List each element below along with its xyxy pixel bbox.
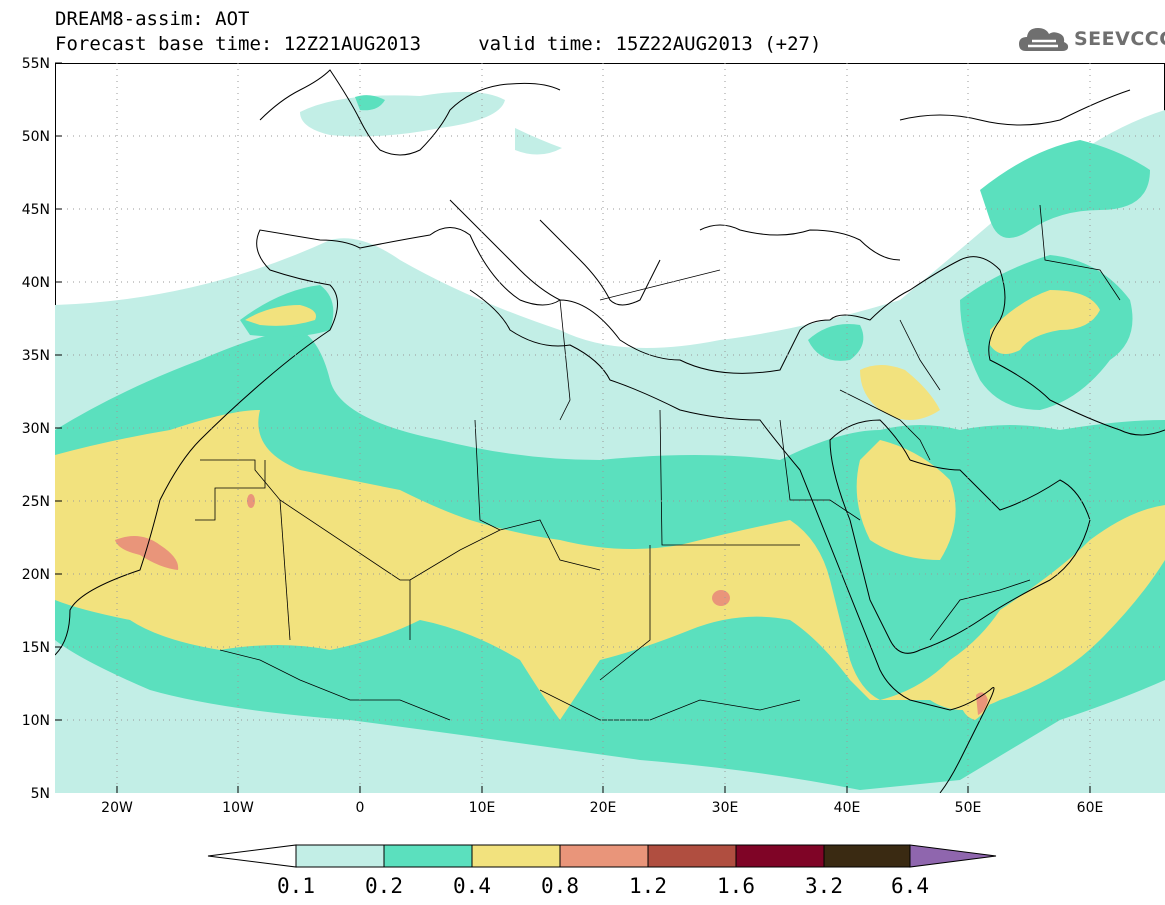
- colorbar-label: 0.4: [453, 874, 491, 898]
- lon-labels: 20W 10W 0 10E 20E 30E 40E 50E 60E: [101, 800, 1103, 816]
- lat-label: 25N: [22, 494, 50, 510]
- colorbar-label: 0.2: [365, 874, 403, 898]
- colorbar-label: 6.4: [891, 874, 929, 898]
- colorbar-swatch: [823, 844, 911, 868]
- lon-label: 50E: [955, 800, 982, 816]
- colorbar-label: 0.1: [277, 874, 315, 898]
- colorbar-swatch: [295, 844, 385, 868]
- lon-label: 30E: [712, 800, 739, 816]
- lat-label: 20N: [22, 567, 50, 583]
- seevccc-logo: SEEVCCC: [1018, 24, 1165, 54]
- lat-label: 55N: [22, 56, 50, 72]
- lat-label: 50N: [22, 129, 50, 145]
- lon-label: 40E: [834, 800, 861, 816]
- colorbar-swatch: [471, 844, 561, 868]
- lon-label: 20W: [101, 800, 133, 816]
- forecast-time-line: Forecast base time: 12Z21AUG2013 valid t…: [55, 33, 822, 55]
- colorbar: [207, 844, 997, 868]
- cloud-icon: [1019, 28, 1069, 51]
- lon-label: 60E: [1077, 800, 1104, 816]
- colorbar-swatch: [383, 844, 473, 868]
- coastlines: [55, 69, 1165, 793]
- map-grid: [55, 63, 1165, 793]
- lat-label: 30N: [22, 421, 50, 437]
- colorbar-min-arrow: [207, 844, 297, 868]
- colorbar-label: 1.2: [629, 874, 667, 898]
- lat-label: 15N: [22, 640, 50, 656]
- lon-label: 20E: [590, 800, 617, 816]
- lat-label: 5N: [31, 786, 50, 802]
- axis-ticks: [55, 62, 1091, 793]
- lon-label: 10W: [222, 800, 254, 816]
- lon-label: 10E: [469, 800, 496, 816]
- aot-field: [55, 91, 1165, 793]
- lat-label: 45N: [22, 202, 50, 218]
- colorbar-swatch: [559, 844, 649, 868]
- colorbar-label: 0.8: [541, 874, 579, 898]
- colorbar-swatch: [735, 844, 825, 868]
- lat-labels: 55N 50N 45N 40N 35N 30N 25N 20N 15N 10N …: [22, 56, 50, 802]
- colorbar-swatch: [647, 844, 737, 868]
- colorbar-label: 3.2: [805, 874, 843, 898]
- lat-label: 10N: [22, 713, 50, 729]
- lat-label: 40N: [22, 275, 50, 291]
- country-borders: [195, 204, 1121, 721]
- logo-text: SEEVCCC: [1074, 28, 1165, 50]
- colorbar-labels: 0.1 0.2 0.4 0.8 1.2 1.6 3.2 6.4: [277, 874, 929, 898]
- lat-label: 35N: [22, 348, 50, 364]
- colorbar-label: 1.6: [717, 874, 755, 898]
- lon-label: 0: [356, 800, 365, 816]
- map-title: DREAM8-assim: AOT: [55, 8, 250, 30]
- colorbar-max-arrow: [909, 844, 997, 868]
